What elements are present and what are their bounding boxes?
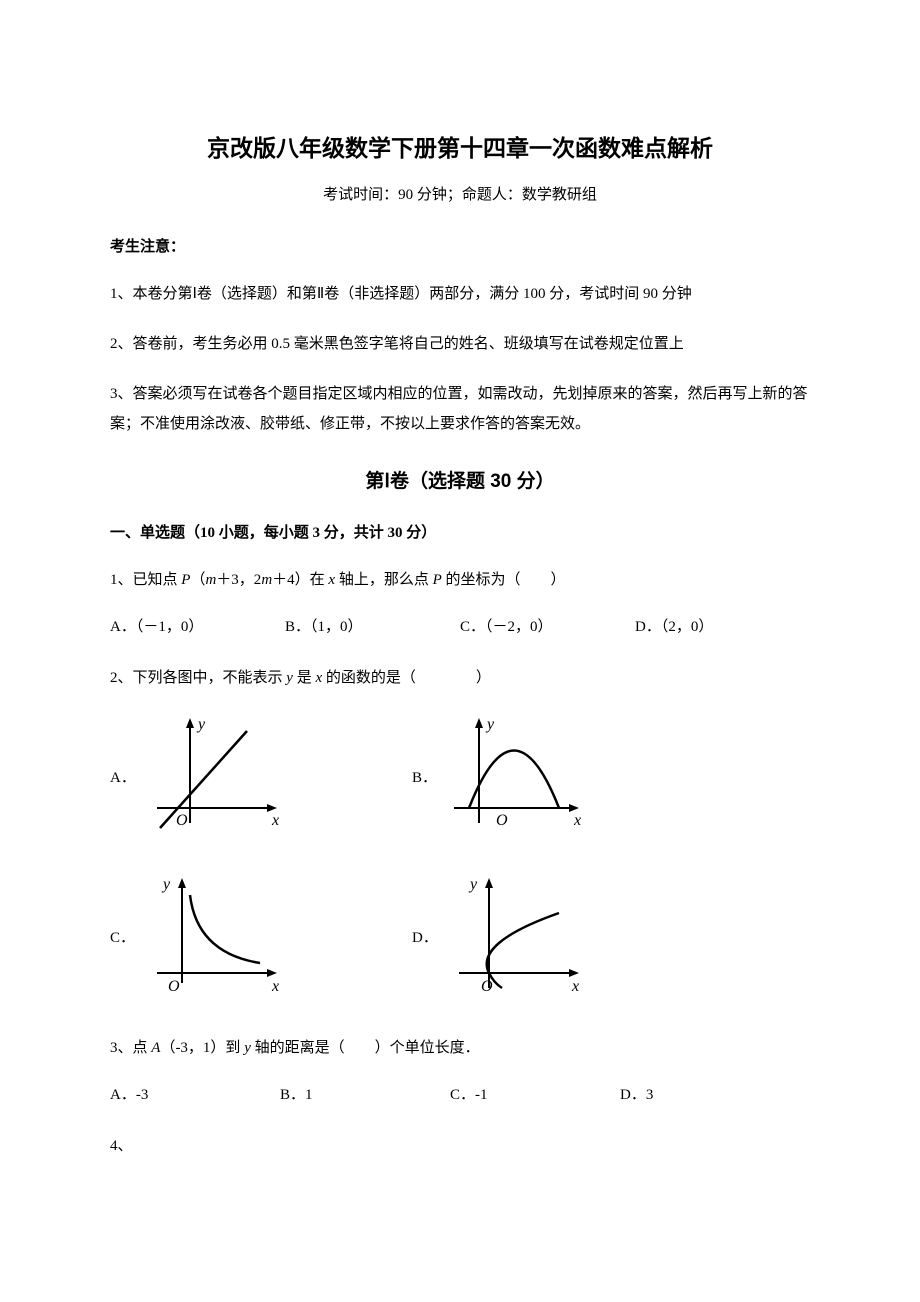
q2-text-2: 是 xyxy=(293,670,316,686)
q2-label-a: A． xyxy=(110,766,130,790)
question-2-stem: 2、下列各图中，不能表示 y 是 x 的函数的是（ ） xyxy=(110,663,810,693)
notice-item-1: 1、本卷分第Ⅰ卷（选择题）和第Ⅱ卷（非选择题）两部分，满分 100 分，考试时间… xyxy=(110,279,810,309)
q3-text-3: 轴的距离是（ ）个单位长度． xyxy=(251,1040,480,1056)
subsection-1: 一、单选题（10 小题，每小题 3 分，共计 30 分） xyxy=(110,521,810,545)
question-4-stem: 4、 xyxy=(110,1131,810,1161)
svg-text:x: x xyxy=(271,978,279,995)
q1-option-c: C．（－2，0） xyxy=(460,615,635,639)
q1-option-b: B．（1，0） xyxy=(285,615,460,639)
q2-graph-c: y x O xyxy=(142,873,292,1003)
q1-option-d: D．（2，0） xyxy=(635,615,810,639)
section-1-heading: 第Ⅰ卷（选择题 30 分） xyxy=(110,467,810,497)
question-1-options: A．（－1，0） B．（1，0） C．（－2，0） D．（2，0） xyxy=(110,615,810,639)
q1-text-4: ＋4）在 xyxy=(272,572,328,588)
q2-graph-row-1: A． y x O B． y x xyxy=(110,713,810,843)
svg-text:x: x xyxy=(573,812,581,829)
q1-var-P2: P xyxy=(433,572,442,588)
svg-text:x: x xyxy=(271,812,279,829)
q2-var-y: y xyxy=(286,670,293,686)
svg-text:y: y xyxy=(161,876,171,893)
q2-graph-b: y x O xyxy=(444,713,594,843)
q1-option-a: A．（－1，0） xyxy=(110,615,285,639)
q3-text-2: （-3，1）到 xyxy=(160,1040,244,1056)
svg-text:y: y xyxy=(468,876,478,893)
exam-title: 京改版八年级数学下册第十四章一次函数难点解析 xyxy=(110,130,810,167)
q2-graph-a: y x O xyxy=(142,713,292,843)
q1-text-1: 1、已知点 xyxy=(110,572,181,588)
q2-text-3: 的函数的是（ ） xyxy=(322,670,491,686)
q3-option-d: D．3 xyxy=(620,1083,790,1107)
q1-var-m2: m xyxy=(261,572,272,588)
q2-graph-d: y x O xyxy=(444,873,594,1003)
q2-text-1: 2、下列各图中，不能表示 xyxy=(110,670,286,686)
svg-text:O: O xyxy=(481,978,493,995)
q2-option-d-wrap: D． y x O xyxy=(412,873,594,1003)
question-3-options: A．-3 B．1 C．-1 D．3 xyxy=(110,1083,810,1107)
q2-option-a-wrap: A． y x O xyxy=(110,713,292,843)
q3-option-b: B．1 xyxy=(280,1083,450,1107)
q2-option-c-wrap: C． y x O xyxy=(110,873,292,1003)
question-3-stem: 3、点 A（-3，1）到 y 轴的距离是（ ）个单位长度． xyxy=(110,1033,810,1063)
q1-text-2: （ xyxy=(190,572,205,588)
svg-text:x: x xyxy=(571,978,579,995)
q3-option-c: C．-1 xyxy=(450,1083,620,1107)
q1-text-6: 的坐标为（ ） xyxy=(442,572,566,588)
q2-label-b: B． xyxy=(412,766,432,790)
svg-text:y: y xyxy=(196,716,206,733)
svg-text:O: O xyxy=(168,978,180,995)
q2-graph-row-2: C． y x O D． y x xyxy=(110,873,810,1003)
q3-text-1: 3、点 xyxy=(110,1040,151,1056)
notice-item-2: 2、答卷前，考生务必用 0.5 毫米黑色签字笔将自己的姓名、班级填写在试卷规定位… xyxy=(110,329,810,359)
notice-heading: 考生注意： xyxy=(110,235,810,259)
svg-text:y: y xyxy=(485,716,495,733)
q2-label-d: D． xyxy=(412,926,432,950)
q1-text-5: 轴上，那么点 xyxy=(335,572,433,588)
q2-label-c: C． xyxy=(110,926,130,950)
exam-subtitle: 考试时间：90 分钟；命题人：数学教研组 xyxy=(110,183,810,207)
svg-text:O: O xyxy=(176,812,188,829)
notice-item-3: 3、答案必须写在试卷各个题目指定区域内相应的位置，如需改动，先划掉原来的答案，然… xyxy=(110,379,810,439)
q1-var-m1: m xyxy=(205,572,216,588)
q1-text-3: ＋3，2 xyxy=(216,572,261,588)
svg-text:O: O xyxy=(496,812,508,829)
question-1-stem: 1、已知点 P（m＋3，2m＋4）在 x 轴上，那么点 P 的坐标为（ ） xyxy=(110,565,810,595)
q3-var-y: y xyxy=(244,1040,251,1056)
q3-option-a: A．-3 xyxy=(110,1083,280,1107)
q2-option-b-wrap: B． y x O xyxy=(412,713,594,843)
